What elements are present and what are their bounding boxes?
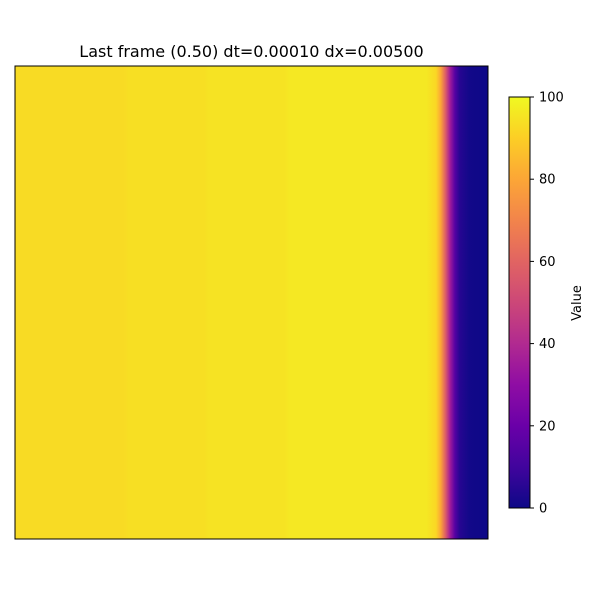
heatmap-frame [14,65,489,540]
colorbar [509,97,530,508]
colorbar-label: Value [570,285,585,321]
colorbar-tick-label: 100 [539,91,564,106]
colorbar-tick-label: 80 [539,173,556,188]
colorbar-tick-label: 60 [539,255,556,270]
chart-title: Last frame (0.50) dt=0.00010 dx=0.00500 [79,42,424,61]
colorbar-ticks: 0 20 40 60 80 100 [530,91,564,517]
colorbar-frame [508,96,531,509]
heatmap-field [15,66,488,539]
colorbar-tick-label: 20 [539,419,556,434]
colorbar-tick-label: 40 [539,337,556,352]
colorbar-tick-label: 0 [539,502,547,517]
